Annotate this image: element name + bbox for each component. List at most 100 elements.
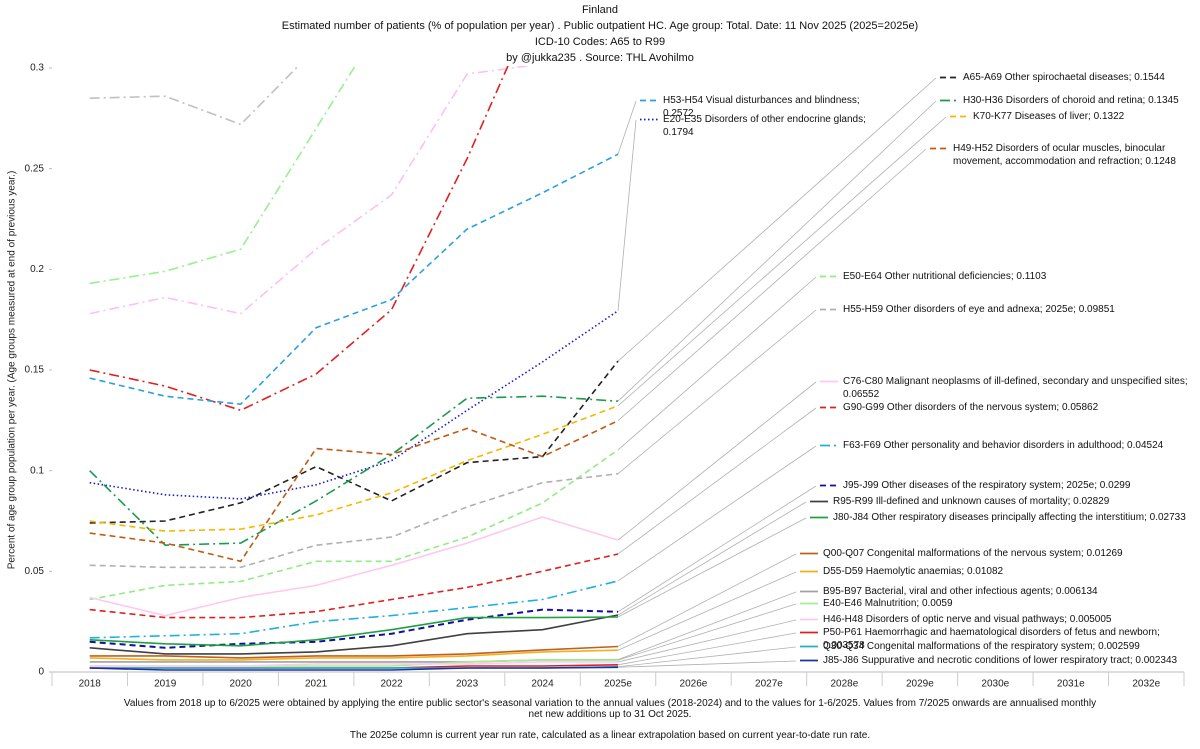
leader-line [617,660,797,668]
leader-line [617,591,797,661]
legend-swatch [820,380,838,383]
legend-label: J95-J99 Other diseases of the respirator… [843,480,1131,491]
subtitle: Estimated number of patients (% of popul… [281,20,919,32]
legend-label: H49-H52 Disorders of ocular muscles, bin… [953,143,1176,167]
series-line [89,580,619,639]
x-tick-label: 2024 [531,679,554,690]
legend-entry: H53-H54 Visual disturbances and blindnes… [640,94,890,120]
legend-entry: G90-G99 Other disorders of the nervous s… [820,401,1195,414]
leader-line [617,571,797,651]
legend-swatch [820,444,838,447]
legend-entry: Q30-Q34 Congenital malformations of the … [800,640,1195,653]
series-line [89,645,619,659]
legend-entry: H30-H36 Disorders of choroid and retina;… [940,94,1190,107]
series-lines [89,66,619,671]
x-tick-label: 2031e [1057,679,1085,690]
series-line [89,472,619,569]
legend-swatch [810,516,828,519]
legend-label: A65-A69 Other spirochaetal diseases; 0.1… [963,72,1165,83]
series-line [89,614,619,655]
legend-entry: H46-H48 Disorders of optic nerve and vis… [800,613,1195,626]
series-line [89,153,619,406]
legend-label: H46-H48 Disorders of optic nerve and vis… [823,614,1112,625]
legend-swatch [950,115,968,118]
leader-line [617,100,937,402]
legend-swatch [810,500,828,503]
legend-label: P50-P61 Haemorrhagic and haematological … [823,627,1160,651]
legend-entry: B95-B97 Bacterial, viral and other infec… [800,585,1195,598]
series-line [89,66,357,285]
footnote: Values from 2018 up to 6/2025 were obtai… [123,698,1097,720]
legend-swatch [940,99,958,102]
legend-entry: C76-C80 Malignant neoplasms of ill-defin… [820,375,1195,401]
leader-line [617,485,817,613]
legend-entry: J85-J86 Suppurative and necrotic conditi… [800,654,1195,667]
leader-line [617,116,947,407]
legend-entry: D55-D59 Haemolytic anaemias; 0.01082 [800,565,1195,578]
legend-swatch [640,118,658,121]
leader-line [617,619,797,663]
series-line [89,516,619,617]
legend-entry: F63-F69 Other personality and behavior d… [820,439,1195,452]
x-tick-label: 2027e [755,679,783,690]
leader-line [617,381,817,541]
legend-swatch [800,659,818,662]
legend-label: J85-J86 Suppurative and necrotic conditi… [823,655,1178,666]
legend-swatch [940,76,958,79]
x-tick-label: 2020 [230,679,253,690]
leader-line [617,646,797,668]
chart-title: Finland [581,4,619,16]
leader-line [617,309,817,474]
leader-line [617,77,937,362]
series-line [89,66,509,412]
legend-label: J80-J84 Other respiratory diseases princ… [833,512,1186,523]
leader-line [617,553,797,647]
legend-label: Q00-Q07 Congenital malformations of the … [823,548,1123,559]
legend-swatch [800,602,818,605]
legend-label: G90-G99 Other disorders of the nervous s… [843,402,1099,413]
y-tick-label: 0.25 [25,163,45,174]
leader-line [617,501,807,616]
legend-swatch [800,552,818,555]
legend-swatch [800,590,818,593]
legend-swatch [800,631,818,634]
legend-label: B95-B97 Bacterial, viral and other infec… [823,586,1098,597]
legend-label: F63-F69 Other personality and behavior d… [843,440,1164,451]
series-line [89,66,534,315]
series-line [89,360,619,524]
legend-swatch [820,308,838,311]
legend-entry: A65-A69 Other spirochaetal diseases; 0.1… [940,71,1190,84]
y-axis-label: Percent of age group population per year… [7,171,18,570]
legend-label: E40-E46 Malnutrition; 0.0059 [823,598,953,609]
legend-entry: R95-R99 Ill-defined and unknown causes o… [810,495,1195,508]
legend-entry: J95-J99 Other diseases of the respirator… [820,479,1195,492]
x-tick-label: 2022 [380,679,403,690]
legend-swatch [820,484,838,487]
legend-label: Q30-Q34 Congenital malformations of the … [823,641,1140,652]
series-line [89,419,619,563]
series-line [89,616,619,647]
series-line [89,405,619,532]
x-tick-label: 2021 [305,679,328,690]
legend-entry: J80-J84 Other respiratory diseases princ… [810,511,1195,524]
x-tick-label: 2030e [981,679,1009,690]
legend-entry: E50-E64 Other nutritional deficiencies; … [820,270,1195,283]
leader-line [617,407,817,555]
x-tick-label: 2023 [456,679,479,690]
series-line [89,661,618,667]
legend-swatch [800,618,818,621]
legend-entry: E40-E46 Malnutrition; 0.0059 [800,597,1195,610]
legend-label: H53-H54 Visual disturbances and blindnes… [663,95,860,119]
footnote: The 2025e column is current year run rat… [349,730,871,741]
series-line [89,608,619,649]
subtitle: by @jukka235 . Source: THL Avohilmo [506,52,694,64]
legend-entry: H49-H52 Disorders of ocular muscles, bin… [930,142,1180,168]
legend-label: H30-H36 Disorders of choroid and retina;… [963,95,1179,106]
legend-label: E20-E35 Disorders of other endocrine gla… [663,114,866,138]
x-tick-label: 2026e [680,679,708,690]
leader-line [617,276,817,451]
legend-label: E50-E64 Other nutritional deficiencies; … [843,271,1047,282]
y-tick-label: 0 [38,667,44,678]
